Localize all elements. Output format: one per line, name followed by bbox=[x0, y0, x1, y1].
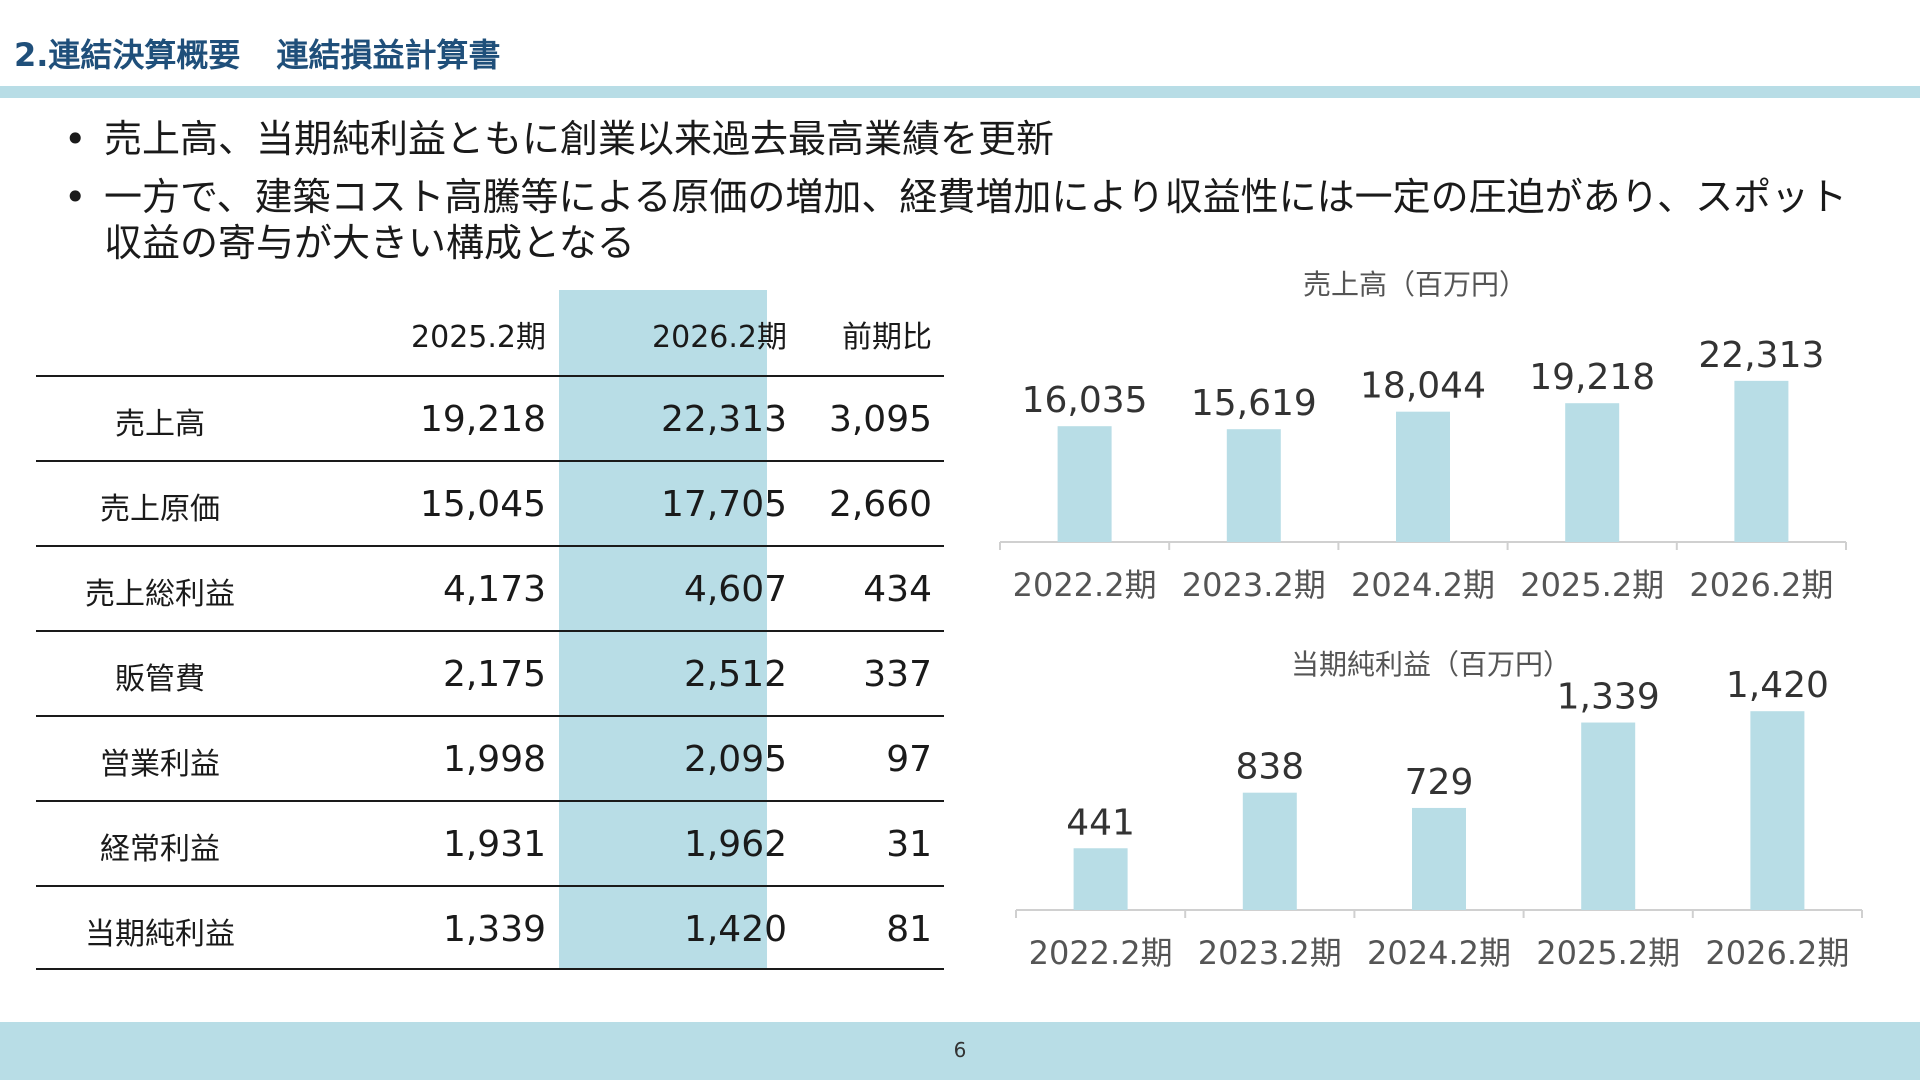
cell-value: 17,705 bbox=[661, 484, 787, 525]
bar bbox=[1226, 429, 1281, 542]
page-subtitle: 連結損益計算書 bbox=[276, 36, 501, 74]
bar bbox=[1750, 711, 1805, 910]
table-row: 営業利益 1,998 2,095 97 bbox=[36, 715, 944, 800]
x-tick-label: 2024.2期 bbox=[1351, 566, 1495, 604]
cell-value: 2,660 bbox=[828, 484, 932, 525]
cell-value: 337 bbox=[863, 654, 932, 695]
cell-value: 22,313 bbox=[661, 399, 787, 440]
bar bbox=[1396, 411, 1450, 542]
cell-value: 1,931 bbox=[442, 824, 546, 865]
x-tick-label: 2023.2期 bbox=[1182, 566, 1326, 604]
row-label: 売上高 bbox=[115, 407, 205, 442]
row-label: 営業利益 bbox=[100, 747, 220, 782]
cell-value: 81 bbox=[886, 909, 932, 950]
cell-value: 2,512 bbox=[683, 654, 787, 695]
cell-value: 15,045 bbox=[420, 484, 546, 525]
bar-value-label: 15,619 bbox=[1191, 383, 1317, 424]
x-tick-label: 2026.2期 bbox=[1689, 566, 1833, 604]
income-statement-table: 2025.2期 2026.2期 前期比 売上高 19,218 22,313 3,… bbox=[36, 290, 944, 970]
bullet-list: • 売上高、当期純利益ともに創業以来過去最高業績を更新 • 一方で、建築コスト高… bbox=[64, 116, 1864, 278]
cell-value: 97 bbox=[886, 739, 932, 780]
page-title: 2.連結決算概要 連結損益計算書 bbox=[14, 30, 500, 76]
sales-bar-chart: 売上高（百万円） 16,035 2022.2期 15,619 2023.2期 18,044… bbox=[999, 268, 1850, 624]
cell-value: 3,095 bbox=[828, 399, 932, 440]
row-label: 販管費 bbox=[115, 662, 205, 697]
footer-bar bbox=[0, 1022, 1920, 1080]
chart-title: 当期純利益（百万円） bbox=[1291, 648, 1571, 681]
bar-value-label: 19,218 bbox=[1529, 357, 1655, 398]
bullet-item: • 一方で、建築コスト高騰等による原価の増加、経費増加により収益性には一定の圧迫… bbox=[64, 174, 1864, 266]
bar bbox=[1073, 848, 1128, 910]
table-row: 売上総利益 4,173 4,607 434 bbox=[36, 545, 944, 630]
bullet-dot-icon: • bbox=[64, 117, 87, 161]
row-label: 当期純利益 bbox=[85, 917, 235, 952]
table-row: 経常利益 1,931 1,962 31 bbox=[36, 800, 944, 885]
row-label: 経常利益 bbox=[100, 832, 220, 867]
net-income-chart-svg: 当期純利益（百万円） 441 2022.2期 838 2023.2期 729 2024.2期… bbox=[1015, 648, 1863, 972]
bar-value-label: 16,035 bbox=[1022, 380, 1148, 421]
x-tick-label: 2023.2期 bbox=[1198, 934, 1342, 972]
table-row: 売上原価 15,045 17,705 2,660 bbox=[36, 460, 944, 545]
section-title: 2.連結決算概要 bbox=[14, 36, 241, 74]
header-divider bbox=[0, 86, 1920, 98]
bar-value-label: 441 bbox=[1066, 802, 1135, 843]
bar bbox=[1734, 380, 1789, 542]
bar bbox=[1242, 792, 1297, 910]
bar bbox=[1412, 807, 1466, 910]
net-income-bar-chart: 当期純利益（百万円） 441 2022.2期 838 2023.2期 729 2024.2期… bbox=[1015, 648, 1866, 1004]
cell-value: 19,218 bbox=[420, 399, 546, 440]
cell-value: 1,962 bbox=[683, 824, 787, 865]
chart-title: 売上高（百万円） bbox=[1303, 268, 1527, 301]
bullet-dot-icon: • bbox=[64, 175, 87, 219]
cell-value: 434 bbox=[863, 569, 932, 610]
column-header: 前期比 bbox=[842, 320, 932, 355]
bar-value-label: 18,044 bbox=[1360, 366, 1486, 407]
table-row: 当期純利益 1,339 1,420 81 bbox=[36, 885, 944, 970]
x-tick-label: 2025.2期 bbox=[1520, 566, 1664, 604]
page-number: 6 bbox=[953, 1038, 967, 1062]
bar bbox=[1057, 426, 1112, 542]
cell-value: 1,998 bbox=[442, 739, 546, 780]
cell-value: 4,607 bbox=[683, 569, 787, 610]
bar-value-label: 1,420 bbox=[1726, 665, 1829, 706]
x-tick-label: 2026.2期 bbox=[1705, 934, 1849, 972]
row-label: 売上総利益 bbox=[85, 577, 235, 612]
bar bbox=[1565, 403, 1620, 542]
row-label: 売上原価 bbox=[100, 492, 220, 527]
table-row: 売上高 19,218 22,313 3,095 bbox=[36, 375, 944, 460]
table-row: 販管費 2,175 2,512 337 bbox=[36, 630, 944, 715]
cell-value: 1,339 bbox=[442, 909, 546, 950]
bar-value-label: 729 bbox=[1405, 762, 1474, 803]
cell-value: 4,173 bbox=[442, 569, 546, 610]
x-tick-label: 2025.2期 bbox=[1536, 934, 1680, 972]
bar-value-label: 22,313 bbox=[1698, 335, 1824, 376]
cell-value: 2,095 bbox=[683, 739, 787, 780]
bar bbox=[1581, 722, 1636, 910]
x-tick-label: 2022.2期 bbox=[1013, 566, 1157, 604]
cell-value: 31 bbox=[886, 824, 932, 865]
bullet-item: • 売上高、当期純利益ともに創業以来過去最高業績を更新 bbox=[64, 116, 1864, 162]
column-header: 2026.2期 bbox=[652, 320, 787, 355]
table-bottom-rule bbox=[36, 968, 944, 970]
cell-value: 1,420 bbox=[683, 909, 787, 950]
sales-chart-svg: 売上高（百万円） 16,035 2022.2期 15,619 2023.2期 18,044… bbox=[999, 268, 1847, 604]
bullet-text: 売上高、当期純利益ともに創業以来過去最高業績を更新 bbox=[104, 117, 1055, 161]
bar-value-label: 838 bbox=[1235, 747, 1304, 788]
cell-value: 2,175 bbox=[442, 654, 546, 695]
bullet-text: 一方で、建築コスト高騰等による原価の増加、経費増加により収益性には一定の圧迫があ… bbox=[104, 175, 1848, 265]
table-header: 2025.2期 2026.2期 前期比 bbox=[36, 290, 944, 375]
x-tick-label: 2022.2期 bbox=[1029, 934, 1173, 972]
x-tick-label: 2024.2期 bbox=[1367, 934, 1511, 972]
column-header: 2025.2期 bbox=[411, 320, 546, 355]
bar-value-label: 1,339 bbox=[1557, 677, 1660, 718]
